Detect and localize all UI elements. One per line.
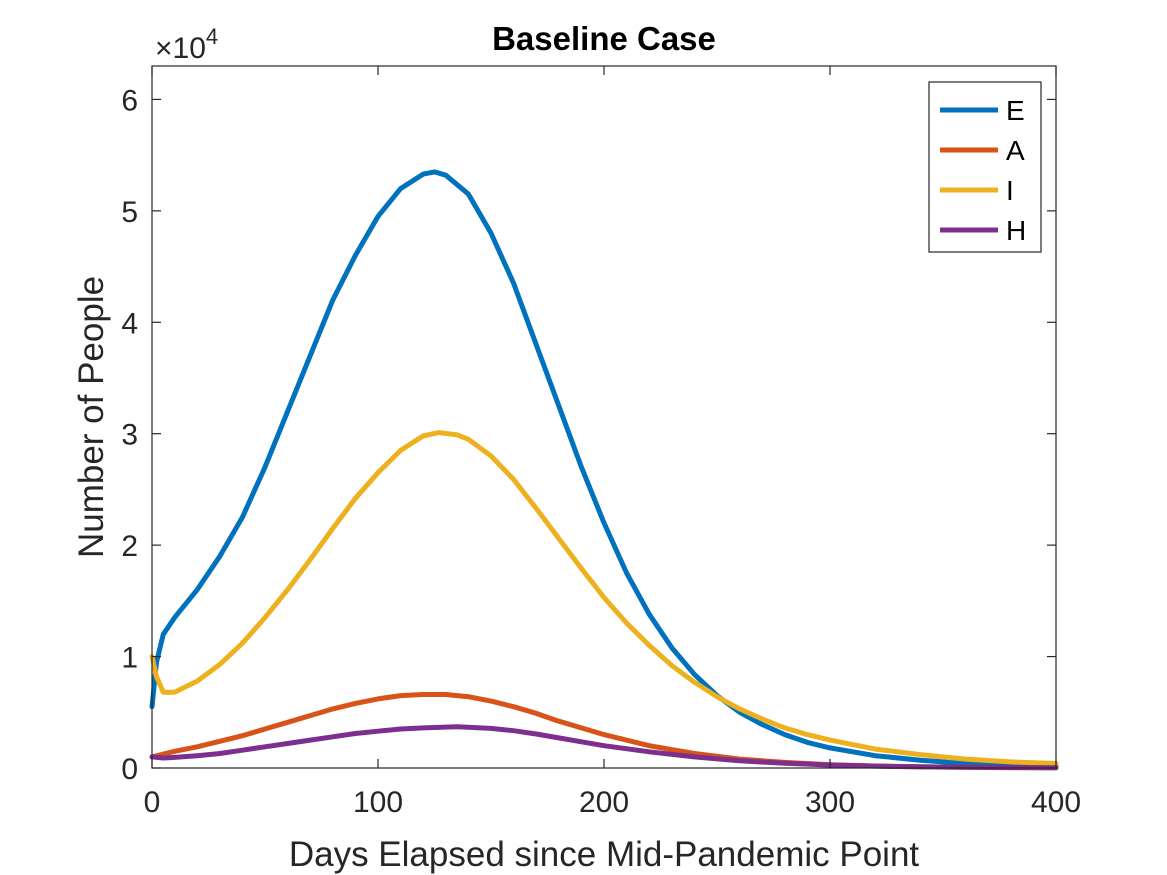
y-tick-label: 6: [121, 84, 138, 117]
y-axis: 0 1 2 3 4 5 6: [121, 84, 1056, 786]
x-axis: 0 100 200 300 400: [144, 66, 1081, 819]
legend-item-i: I: [940, 175, 1014, 206]
legend-item-h: H: [940, 215, 1026, 246]
x-tick-label: 400: [1031, 786, 1081, 819]
x-tick-label: 100: [353, 786, 403, 819]
y-tick-label: 1: [121, 642, 138, 675]
x-axis-label: Days Elapsed since Mid-Pandemic Point: [289, 835, 920, 874]
legend-label: H: [1006, 215, 1026, 246]
legend-label: I: [1006, 175, 1014, 206]
chart-title: Baseline Case: [492, 20, 716, 57]
x-tick-label: 0: [144, 786, 161, 819]
legend-label: E: [1006, 95, 1025, 126]
series-layer: [149, 169, 1059, 771]
series-line-i: [149, 430, 1059, 766]
x-tick-label: 200: [579, 786, 629, 819]
y-tick-label: 2: [121, 530, 138, 563]
y-tick-label: 3: [121, 419, 138, 452]
legend-label: A: [1006, 135, 1025, 166]
x-tick-label: 300: [805, 786, 855, 819]
y-tick-label: 5: [121, 196, 138, 229]
legend-item-a: A: [940, 135, 1025, 166]
y-tick-label: 4: [121, 307, 138, 340]
plot-area: [152, 66, 1056, 768]
y-axis-multiplier: ×104: [155, 24, 218, 65]
y-axis-label: Number of People: [72, 276, 111, 558]
legend-item-e: E: [940, 95, 1025, 126]
series-line-e: [149, 169, 1059, 769]
y-axis-multiplier-base: ×10: [155, 32, 206, 65]
y-tick-label: 0: [121, 753, 138, 786]
y-axis-multiplier-exponent: 4: [206, 24, 218, 49]
